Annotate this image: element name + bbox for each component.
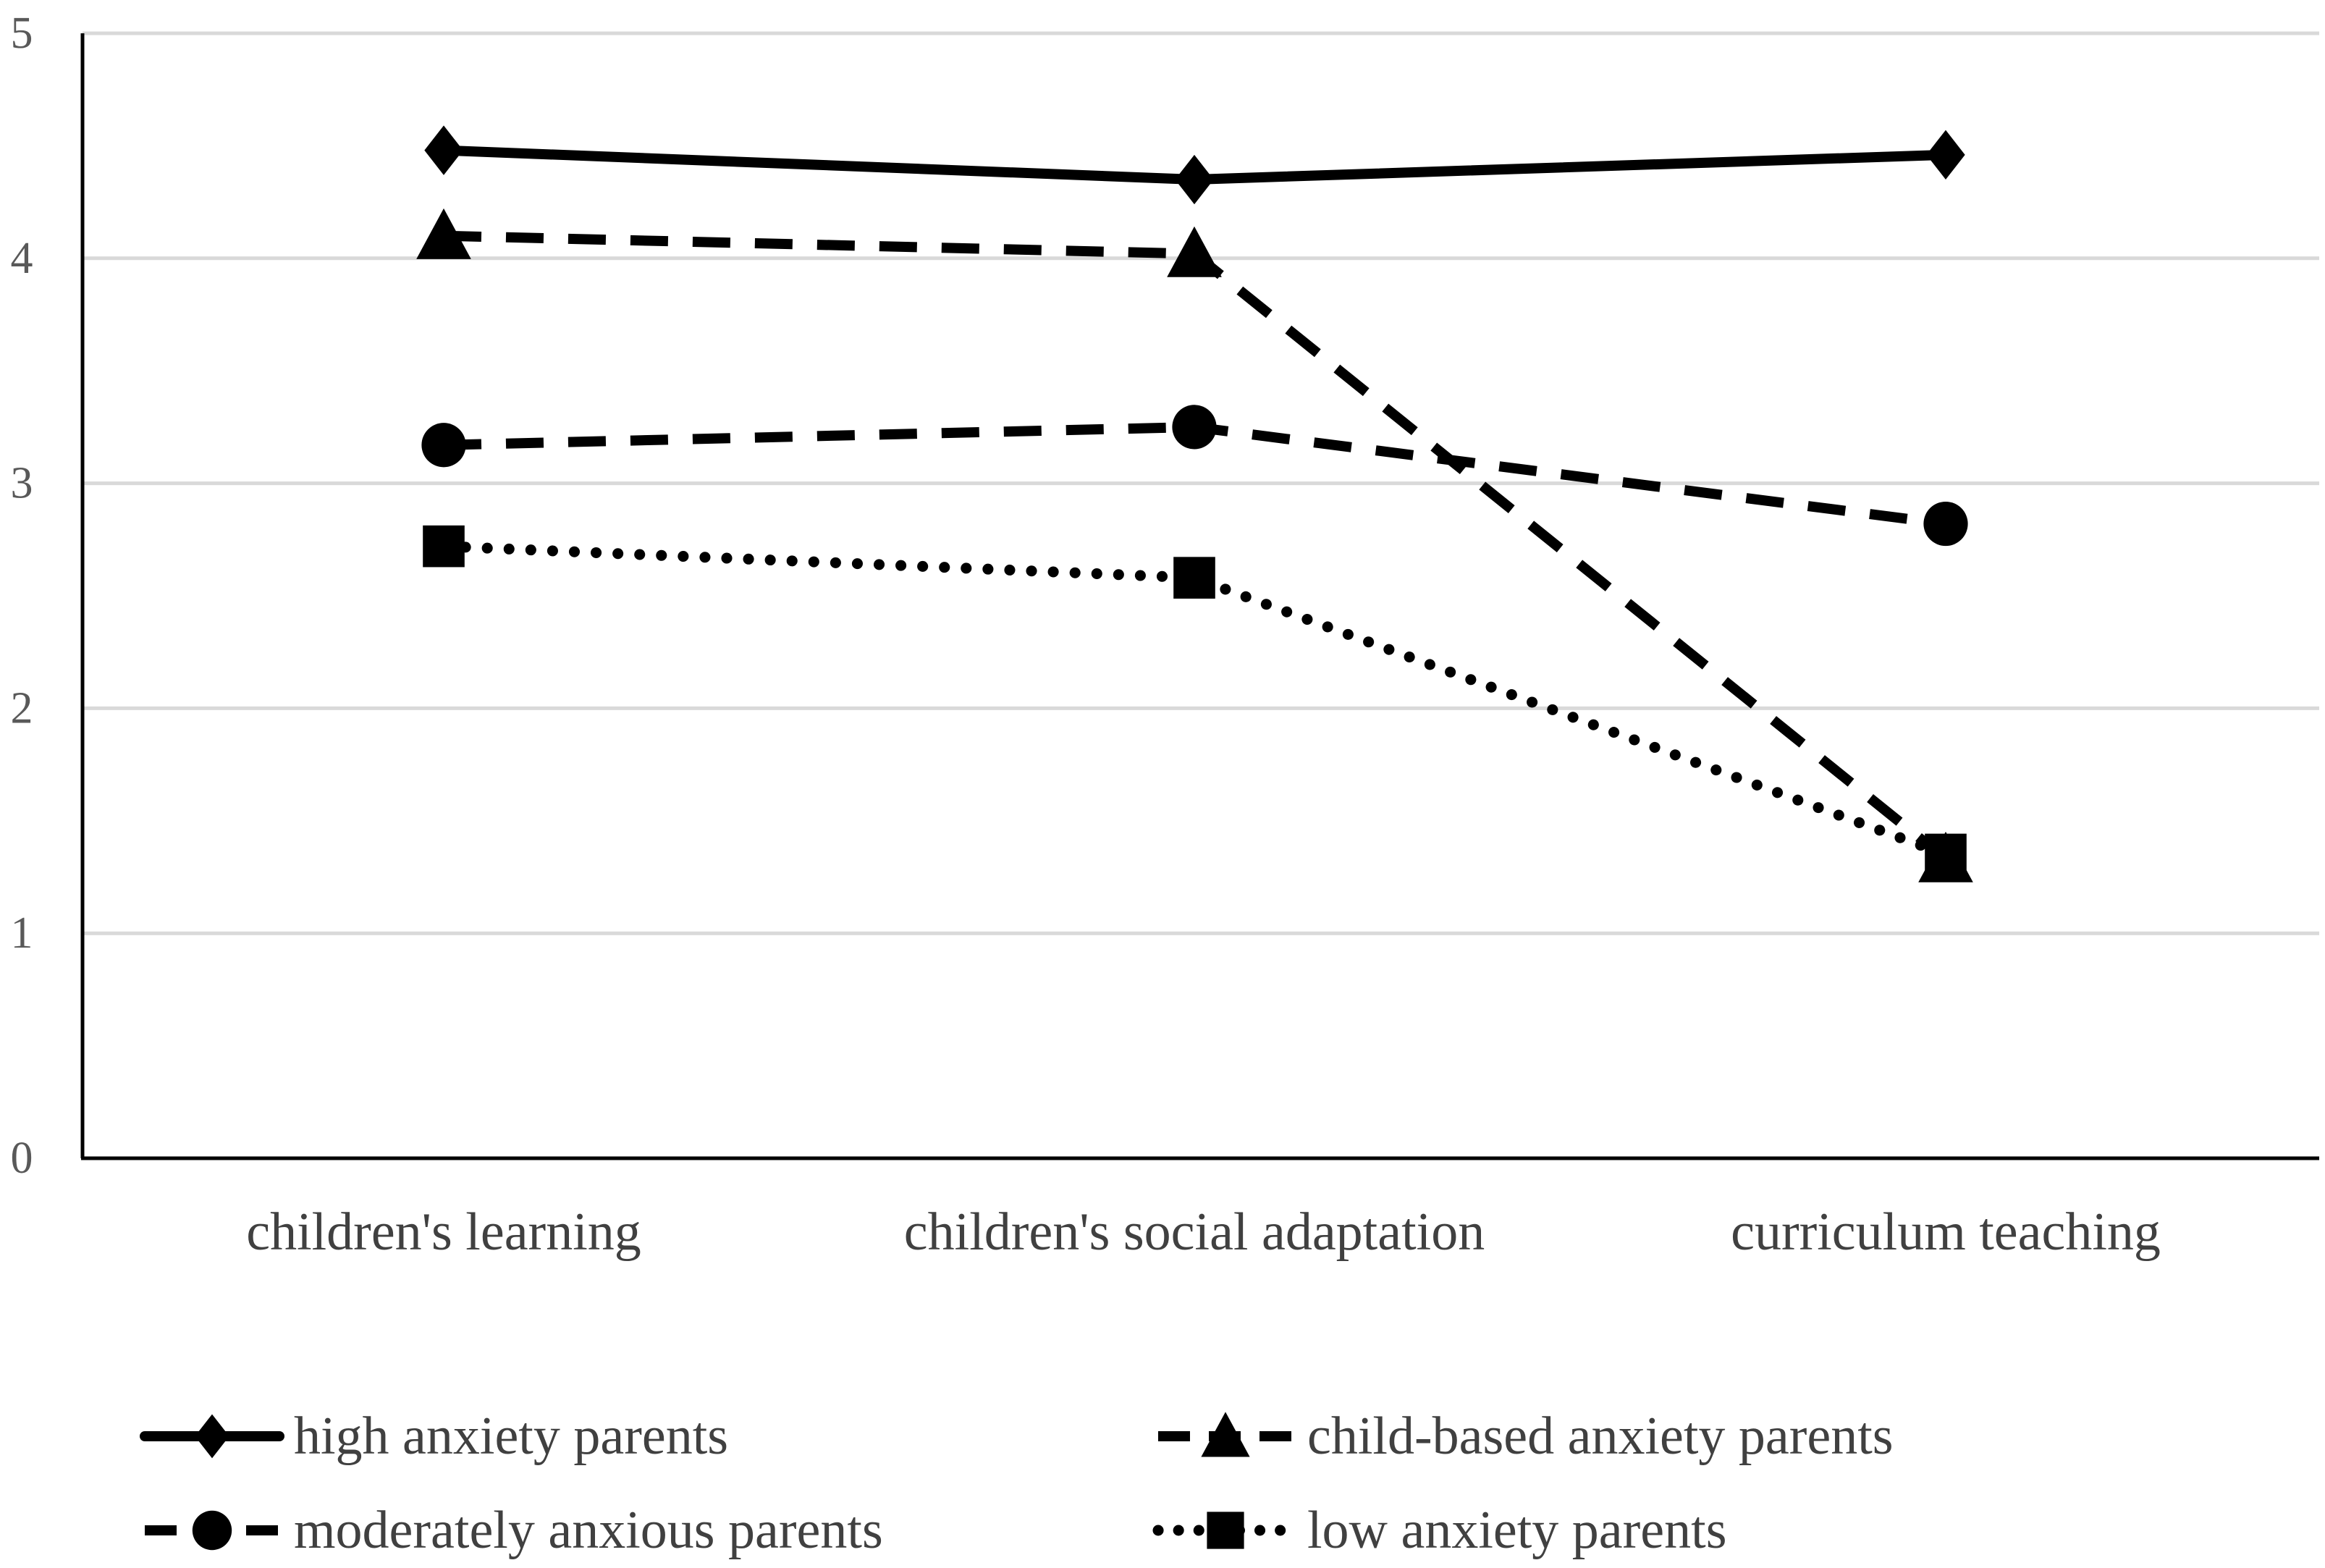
data-point-s4-c1 xyxy=(423,525,465,568)
series-lines xyxy=(416,125,1973,882)
legend-label-3: moderately anxious parents xyxy=(294,1501,883,1560)
y-tick-label-2: 2 xyxy=(11,683,33,733)
legend-label-1: high anxiety parents xyxy=(294,1407,728,1466)
legend-marker-2 xyxy=(1201,1412,1250,1457)
series-4-square xyxy=(423,525,1967,876)
data-point-s1-c3 xyxy=(1926,130,1965,180)
data-point-s3-c3 xyxy=(1923,501,1968,547)
y-tick-label-0: 0 xyxy=(11,1134,33,1183)
series-line-4 xyxy=(438,541,1951,860)
y-tick-label-4: 4 xyxy=(11,234,33,283)
data-point-s4-c3 xyxy=(1925,833,1967,876)
data-point-s1-c1 xyxy=(424,125,463,175)
legend-item-4: low anxiety parents xyxy=(1152,1501,1727,1560)
data-point-s4-c2 xyxy=(1173,557,1215,599)
data-point-s3-c1 xyxy=(421,423,466,468)
y-tick-labels: 0 1 2 3 4 5 xyxy=(11,9,33,1183)
x-category-label-1: children's learning xyxy=(246,1202,641,1262)
y-tick-label-3: 3 xyxy=(11,459,33,508)
data-point-s1-c2 xyxy=(1175,154,1214,205)
x-category-labels: children's learning children's social ada… xyxy=(246,1202,2161,1262)
data-point-s2-c2 xyxy=(1167,226,1222,277)
x-category-label-3: curriculum teaching xyxy=(1731,1202,2161,1262)
legend-marker-1 xyxy=(195,1414,229,1459)
legend-item-2: child-based anxiety parents xyxy=(1158,1407,1894,1466)
series-1-diamond xyxy=(424,125,1965,205)
legend-item-1: high anxiety parents xyxy=(140,1407,728,1466)
data-point-s3-c2 xyxy=(1172,405,1217,450)
y-tick-label-1: 1 xyxy=(11,909,33,958)
data-point-s2-c1 xyxy=(416,208,471,259)
legend-marker-4 xyxy=(1207,1512,1244,1549)
legend-label-4: low anxiety parents xyxy=(1307,1501,1727,1560)
y-tick-label-5: 5 xyxy=(11,9,33,58)
series-line-2 xyxy=(443,230,1949,864)
x-category-label-2: children's social adaptation xyxy=(904,1202,1485,1262)
legend-label-2: child-based anxiety parents xyxy=(1307,1407,1894,1466)
legend-marker-3 xyxy=(192,1510,232,1551)
legend: high anxiety parents child-based anxiety … xyxy=(140,1407,1894,1560)
axes xyxy=(80,33,2319,1160)
series-3-circle xyxy=(421,405,1968,547)
legend-item-3: moderately anxious parents xyxy=(145,1501,883,1560)
